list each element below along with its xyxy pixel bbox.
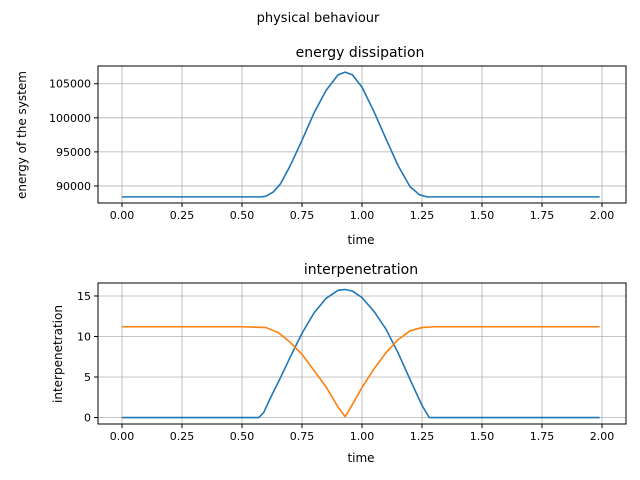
yticks-energy: 90000 95000 100000 105000: [49, 78, 98, 193]
series-line-interpenetration-2: [122, 325, 600, 418]
y-tick-label: 100000: [49, 112, 91, 125]
yticks-interpenetration: 0 5 10 15: [77, 290, 98, 425]
y-tick-label: 95000: [56, 146, 91, 159]
y-tick-label: 90000: [56, 180, 91, 193]
grid-energy: [98, 66, 626, 203]
series-group-energy: [122, 71, 600, 198]
x-tick-label: 1.25: [410, 209, 435, 222]
y-tick-label: 15: [77, 290, 91, 303]
panel-title-energy: energy dissipation: [296, 45, 425, 61]
x-tick-label: 0.25: [170, 209, 195, 222]
y-tick-label: 0: [84, 412, 91, 425]
interpenetration-panel: interpenetration 0.00 0.25 0.50 0.75 1.00 1.2…: [51, 262, 627, 465]
y-tick-label: 10: [77, 330, 91, 343]
x-tick-label: 2.00: [590, 430, 615, 443]
x-tick-label: 1.75: [530, 430, 555, 443]
energy-dissipation-panel: energy dissipation 0.00 0.25 0.50 0.75 1.00 1…: [15, 45, 627, 247]
x-tick-label: 0.25: [170, 430, 195, 443]
x-tick-label: 1.00: [350, 430, 375, 443]
xticks-energy: 0.00 0.25 0.50 0.75 1.00 1.25 1.50 1.75 2.00: [110, 203, 615, 222]
xlabel-interpenetration: time: [347, 451, 374, 465]
figure-suptitle: physical behaviour: [257, 11, 380, 26]
x-tick-label: 0.75: [290, 430, 315, 443]
series-line-interpenetration-1: [122, 288, 600, 419]
x-tick-label: 0.50: [230, 430, 255, 443]
x-tick-label: 0.75: [290, 209, 315, 222]
x-tick-label: 0.50: [230, 209, 255, 222]
y-tick-label: 105000: [49, 78, 91, 91]
x-tick-label: 1.25: [410, 430, 435, 443]
x-tick-label: 0.00: [110, 430, 135, 443]
series-line-energy-1: [122, 71, 600, 198]
x-tick-label: 1.75: [530, 209, 555, 222]
xticks-interpenetration: 0.00 0.25 0.50 0.75 1.00 1.25 1.50 1.75 2.00: [110, 424, 615, 443]
xlabel-energy: time: [347, 233, 374, 247]
x-tick-label: 1.50: [470, 209, 495, 222]
y-tick-label: 5: [84, 371, 91, 384]
x-tick-label: 1.00: [350, 209, 375, 222]
ylabel-energy: energy of the system: [15, 71, 29, 199]
ylabel-interpenetration: interpenetration: [51, 305, 65, 403]
series-group-interpenetration: [122, 288, 600, 419]
panel-title-interpenetration: interpenetration: [304, 262, 418, 278]
x-tick-label: 0.00: [110, 209, 135, 222]
x-tick-label: 1.50: [470, 430, 495, 443]
x-tick-label: 2.00: [590, 209, 615, 222]
